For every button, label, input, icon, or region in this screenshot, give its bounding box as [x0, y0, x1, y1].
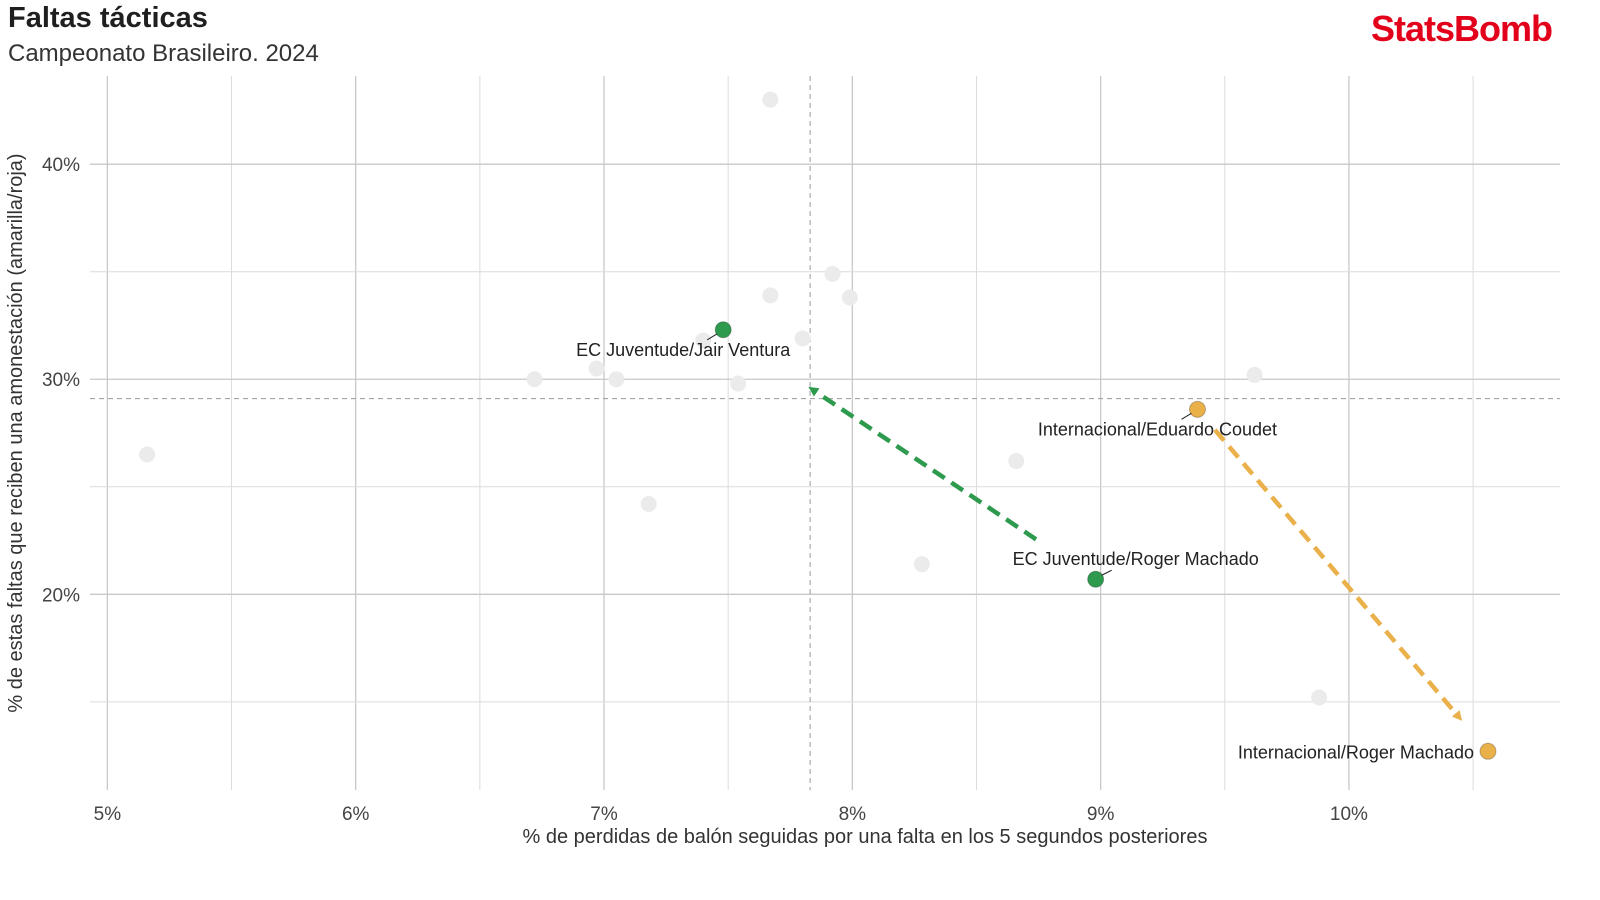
background-point — [824, 265, 841, 282]
point-label: Internacional/Eduardo Coudet — [1038, 419, 1277, 439]
x-tick-label: 7% — [590, 804, 618, 825]
reference-lines — [90, 76, 1560, 790]
x-tick-label: 10% — [1330, 804, 1368, 825]
highlight-point — [1087, 570, 1105, 588]
axis-ticks: 5% 6% 7% 8% 9% 10% 20% 30% 40% — [42, 155, 1368, 825]
point-labels: EC Juventude/Roger Machado EC Juventude/J… — [576, 333, 1474, 762]
x-tick-label: 8% — [839, 804, 867, 825]
background-point — [588, 360, 605, 377]
background-point — [526, 371, 543, 388]
x-tick-label: 6% — [342, 804, 370, 825]
y-axis-label: % de estas faltas que reciben una amones… — [5, 153, 27, 712]
background-point — [762, 287, 779, 304]
background-point — [794, 330, 811, 347]
background-point — [1246, 366, 1263, 383]
grid-lines — [90, 76, 1560, 790]
y-tick-label: 30% — [42, 370, 80, 391]
background-point — [695, 332, 712, 349]
background-point — [841, 289, 858, 306]
chart-subtitle: Campeonato Brasileiro. 2024 — [8, 40, 319, 67]
point-label: EC Juventude/Roger Machado — [1013, 549, 1259, 569]
x-axis-label: % de perdidas de balón seguidas por una … — [523, 826, 1208, 848]
background-point — [1008, 452, 1025, 469]
chart-title: Faltas tácticas — [8, 2, 208, 34]
label-leader — [706, 333, 718, 341]
x-tick-label: 9% — [1087, 804, 1115, 825]
background-point — [730, 375, 747, 392]
highlight-point — [1479, 742, 1497, 760]
y-tick-label: 20% — [42, 585, 80, 606]
transition-arrow — [1213, 428, 1463, 721]
background-point — [913, 556, 930, 573]
x-tick-label: 5% — [94, 804, 122, 825]
background-point — [1311, 689, 1328, 706]
background-point — [608, 371, 625, 388]
background-point — [640, 495, 657, 512]
highlight-point — [1188, 400, 1206, 418]
background-point — [139, 446, 156, 463]
point-label: Internacional/Roger Machado — [1238, 742, 1474, 762]
highlight-point — [714, 321, 732, 339]
background-points — [139, 91, 1328, 706]
background-point — [762, 91, 779, 108]
highlight-points — [714, 321, 1497, 760]
transition-arrows — [808, 386, 1463, 721]
point-label: EC Juventude/Jair Ventura — [576, 340, 791, 360]
statsbomb-logo: StatsBomb — [1370, 8, 1553, 49]
label-leader — [1101, 569, 1112, 576]
y-tick-label: 40% — [42, 155, 80, 176]
transition-arrow — [808, 386, 1038, 542]
label-leader — [1181, 412, 1192, 420]
